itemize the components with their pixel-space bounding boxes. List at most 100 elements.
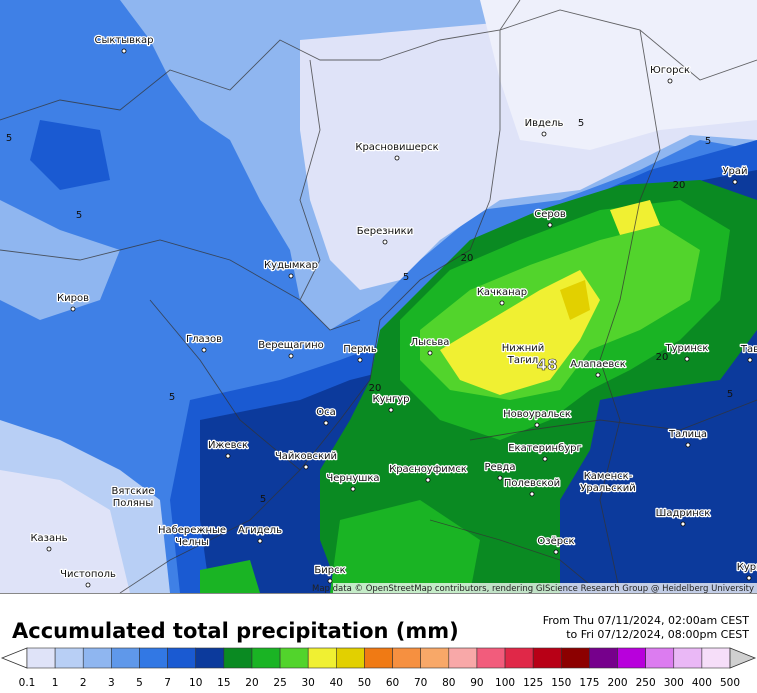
contour-label: 20 bbox=[656, 352, 669, 363]
legend-label: 400 bbox=[692, 677, 712, 689]
contour-label: 5 bbox=[403, 272, 409, 283]
city-label: Екатеринбург bbox=[508, 443, 582, 454]
city-label: Чайковский bbox=[275, 451, 337, 462]
city-label: Тав bbox=[740, 344, 757, 355]
peak-label: 48 bbox=[537, 356, 558, 374]
legend-label: 60 bbox=[386, 677, 399, 689]
contour-label: 5 bbox=[705, 136, 711, 147]
legend-swatch bbox=[673, 647, 703, 669]
city-dot bbox=[497, 475, 503, 481]
city-dot bbox=[70, 306, 76, 312]
contour-label: 5 bbox=[727, 389, 733, 400]
city-dot bbox=[350, 486, 356, 492]
city-dot bbox=[388, 407, 394, 413]
city-label: Набережные bbox=[158, 525, 226, 536]
legend-label: 25 bbox=[273, 677, 286, 689]
legend-under-arrow bbox=[0, 647, 28, 669]
city-dot bbox=[680, 521, 686, 527]
city-label: Каменск- bbox=[584, 471, 633, 482]
title: Accumulated total precipitation (mm) bbox=[12, 619, 459, 643]
legend-swatch bbox=[645, 647, 675, 669]
legend-label: 500 bbox=[720, 677, 740, 689]
legend-swatch bbox=[392, 647, 421, 669]
city-label: Озёрск bbox=[537, 536, 574, 547]
city-label: Урай bbox=[722, 166, 747, 177]
city-label: Туринск bbox=[665, 343, 709, 354]
city-dot bbox=[425, 477, 431, 483]
city-dot bbox=[547, 222, 553, 228]
legend-swatch bbox=[364, 647, 393, 669]
city-dot bbox=[288, 353, 294, 359]
city-label: Глазов bbox=[186, 334, 222, 345]
city-label: Новоуральск bbox=[503, 409, 571, 420]
legend-label: 20 bbox=[245, 677, 258, 689]
city-label: Оса bbox=[316, 407, 336, 418]
city-dot bbox=[520, 356, 526, 362]
city-label: Ивдель bbox=[525, 118, 564, 129]
legend-swatch bbox=[279, 647, 309, 669]
city-label: Талица bbox=[668, 429, 707, 440]
legend-over-arrow bbox=[729, 647, 757, 669]
legend-label: 125 bbox=[523, 677, 543, 689]
city-dot bbox=[288, 273, 294, 279]
city-label: Нижний bbox=[502, 343, 545, 354]
city-label: Кург bbox=[737, 562, 757, 573]
city-dot bbox=[303, 464, 309, 470]
city-label: Кудымкар bbox=[264, 260, 318, 271]
legend-swatch bbox=[476, 647, 506, 669]
city-dot bbox=[542, 456, 548, 462]
city-dot bbox=[121, 48, 127, 54]
city-dot bbox=[685, 442, 691, 448]
city-dot bbox=[394, 155, 400, 161]
city-label: Красновишерск bbox=[355, 142, 438, 153]
legend: 0.1 1 2 3 5 7 10 15 20 25 30 40 50 60 70 80 90 100 125 150 1… bbox=[0, 647, 757, 689]
legend-swatch bbox=[617, 647, 646, 669]
legend-label: 80 bbox=[442, 677, 455, 689]
legend-label: 0.1 bbox=[19, 677, 36, 689]
legend-swatch bbox=[54, 647, 84, 669]
city-label: Полевской bbox=[504, 478, 560, 489]
city-label: Березники bbox=[357, 226, 413, 237]
city-dot bbox=[257, 538, 263, 544]
from-date: From Thu 07/11/2024, 02:00am CEST bbox=[543, 614, 750, 627]
legend-swatch bbox=[251, 647, 281, 669]
legend-label: 2 bbox=[80, 677, 87, 689]
legend-swatch bbox=[111, 647, 140, 669]
city-dot bbox=[85, 582, 91, 588]
legend-label: 300 bbox=[664, 677, 684, 689]
legend-swatch bbox=[420, 647, 450, 669]
contour-label: 20 bbox=[673, 180, 686, 191]
city-dot bbox=[357, 357, 363, 363]
legend-label: 15 bbox=[217, 677, 230, 689]
map: Сыктывкар Югорск Ивдель Красновишерск Урай Се… bbox=[0, 0, 757, 594]
city-dot bbox=[595, 372, 601, 378]
city-label: Уральский bbox=[580, 483, 635, 494]
legend-label: 200 bbox=[607, 677, 627, 689]
legend-label: 5 bbox=[136, 677, 143, 689]
legend-swatch bbox=[82, 647, 112, 669]
city-dot bbox=[732, 179, 738, 185]
legend-label: 40 bbox=[330, 677, 343, 689]
city-dot bbox=[746, 575, 752, 581]
city-dot bbox=[130, 499, 136, 505]
city-dot bbox=[327, 578, 333, 584]
city-label: Сыктывкар bbox=[94, 35, 153, 46]
legend-label: 1 bbox=[52, 677, 59, 689]
city-dot bbox=[201, 347, 207, 353]
city-label: Алапаевск bbox=[570, 359, 626, 370]
city-dot bbox=[189, 538, 195, 544]
legend-swatch bbox=[195, 647, 225, 669]
legend-swatch bbox=[139, 647, 168, 669]
attribution: Map data © OpenStreetMap contributors, r… bbox=[312, 584, 754, 594]
map-labels: Сыктывкар Югорск Ивдель Красновишерск Урай Се… bbox=[6, 34, 757, 588]
legend-swatch bbox=[223, 647, 253, 669]
city-dot bbox=[667, 78, 673, 84]
city-label: Лысьва bbox=[411, 337, 450, 348]
legend-label: 50 bbox=[358, 677, 371, 689]
contour-label: 5 bbox=[76, 210, 82, 221]
legend-label: 250 bbox=[636, 677, 656, 689]
legend-label: 175 bbox=[579, 677, 599, 689]
legend-label: 30 bbox=[302, 677, 315, 689]
